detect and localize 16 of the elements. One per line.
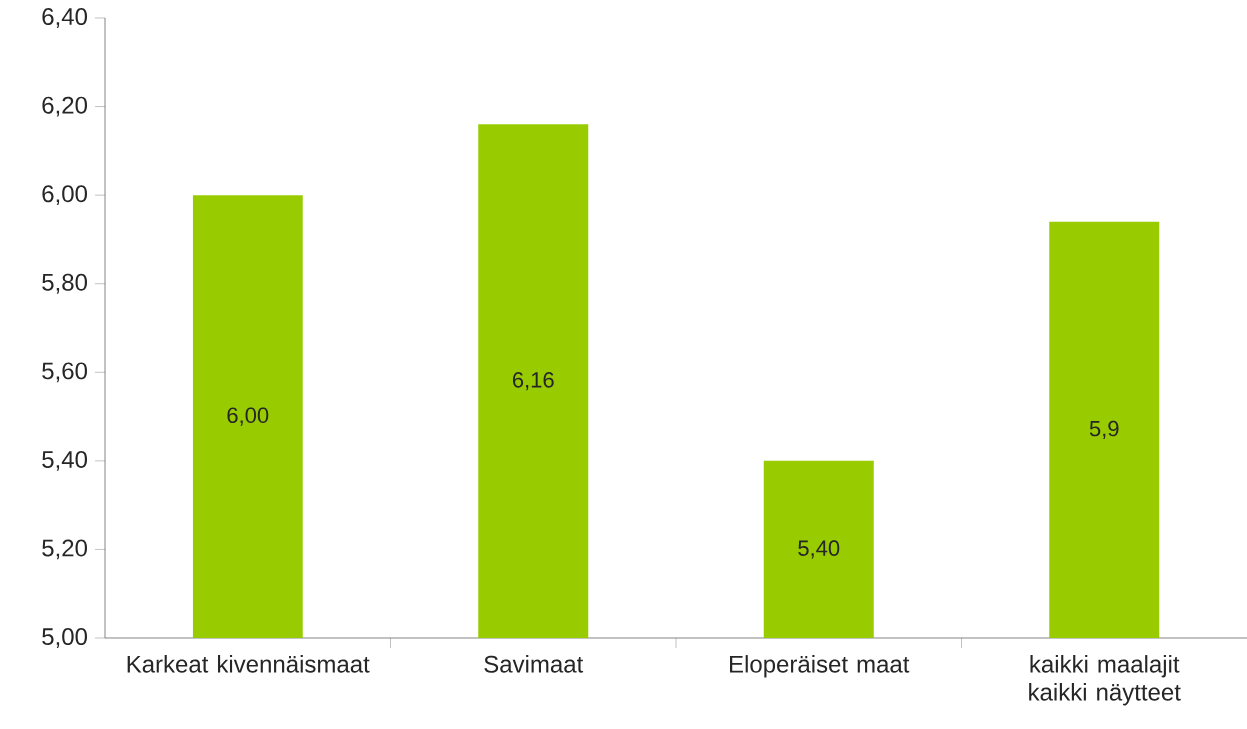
y-tick-label: 6,00 (42, 185, 87, 206)
y-tick-label: 5,60 (42, 362, 87, 383)
data-label: 6,16 (512, 372, 554, 391)
x-tick-label: Savimaat (484, 655, 584, 673)
x-tick-label: Eloperäiset maat (730, 655, 910, 678)
data-label: 6,00 (227, 407, 269, 426)
x-tick-label: kaikki maalajit kaikki näytteet (1029, 655, 1181, 706)
x-tick-label: Karkeat kivennäismaat (127, 655, 370, 673)
y-tick-label: 5,80 (42, 273, 87, 294)
y-tick-label: 6,20 (42, 96, 87, 117)
y-tick-label: 5,00 (42, 628, 87, 648)
data-label: 5,40 (798, 540, 840, 559)
data-label: 5,9 (1089, 420, 1119, 439)
y-tick-label: 5,20 (42, 539, 87, 560)
y-tick-label: 5,40 (42, 450, 87, 471)
y-tick-label: 6,40 (42, 8, 87, 28)
